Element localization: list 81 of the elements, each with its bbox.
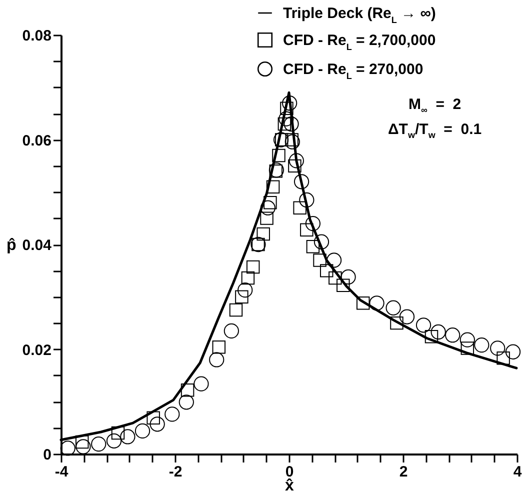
point [282, 96, 298, 111]
point [313, 254, 326, 267]
point [474, 338, 490, 353]
point [280, 102, 294, 115]
point [120, 429, 136, 444]
point [496, 352, 510, 365]
y-tick-label: 0.08 [22, 28, 52, 44]
point [235, 290, 248, 304]
point [150, 416, 165, 432]
y-tick-label: 0.02 [22, 342, 52, 359]
legend-label: CFD - Re$_{L}$ = 270,000 [283, 61, 424, 81]
point [460, 332, 475, 348]
point [285, 133, 298, 146]
point [300, 223, 314, 236]
point [328, 271, 342, 285]
point [460, 342, 474, 355]
point [164, 406, 180, 422]
point [241, 271, 255, 285]
point [356, 296, 370, 310]
point [224, 323, 239, 338]
point [246, 260, 260, 274]
legend-label: Triple Deck (Re$_{L}$ → ∞) [283, 5, 436, 25]
y-tick-label: 0.06 [22, 132, 52, 150]
point [293, 201, 306, 214]
point [399, 309, 415, 324]
point [264, 196, 277, 210]
point [134, 423, 150, 439]
point [209, 352, 224, 368]
point [369, 296, 384, 311]
point [238, 282, 253, 298]
point [272, 148, 286, 162]
point [424, 330, 438, 344]
point [278, 117, 292, 131]
point [76, 439, 91, 454]
point [284, 134, 300, 150]
point [266, 180, 280, 194]
point [390, 316, 404, 330]
point [288, 159, 302, 173]
point [336, 278, 350, 292]
point [111, 426, 125, 440]
point [505, 344, 521, 360]
point [91, 436, 106, 452]
annotation: ΔT$_{w}$/T$_{w}$ = 0.1 [388, 121, 482, 140]
point [306, 240, 320, 254]
annotation: M$_{∞}$ = 2 [407, 96, 462, 115]
point [194, 376, 209, 392]
point [320, 264, 334, 278]
point [106, 433, 122, 448]
x-axis-title: x̂ [285, 478, 294, 494]
point [340, 269, 356, 285]
point [229, 303, 243, 317]
point [305, 216, 321, 232]
x-tick-label: -2 [168, 464, 182, 480]
y-tick-label: 0.04 [22, 237, 52, 254]
point [60, 440, 76, 456]
y-tick-label: 0 [43, 446, 52, 464]
point [212, 340, 226, 354]
point [284, 116, 299, 132]
point [299, 192, 314, 208]
point [294, 174, 310, 190]
x-tick-label: 2 [399, 464, 408, 480]
x-tick-label: 4 [513, 464, 522, 480]
point [146, 411, 160, 424]
point [288, 153, 304, 168]
point [314, 234, 330, 250]
point [430, 324, 446, 340]
point [260, 212, 274, 225]
point [445, 328, 460, 343]
y-axis-title: p̂ [6, 237, 17, 254]
x-tick-label: -4 [54, 464, 69, 480]
point [416, 318, 432, 333]
point [490, 340, 506, 356]
point [75, 435, 89, 449]
point [386, 300, 401, 316]
point [260, 200, 276, 216]
point [326, 252, 342, 268]
point [180, 383, 194, 397]
point [256, 227, 270, 241]
point [178, 394, 194, 410]
point [278, 111, 294, 126]
legend-label: CFD - Re$_{L}$ = 2,700,000 [283, 32, 436, 52]
